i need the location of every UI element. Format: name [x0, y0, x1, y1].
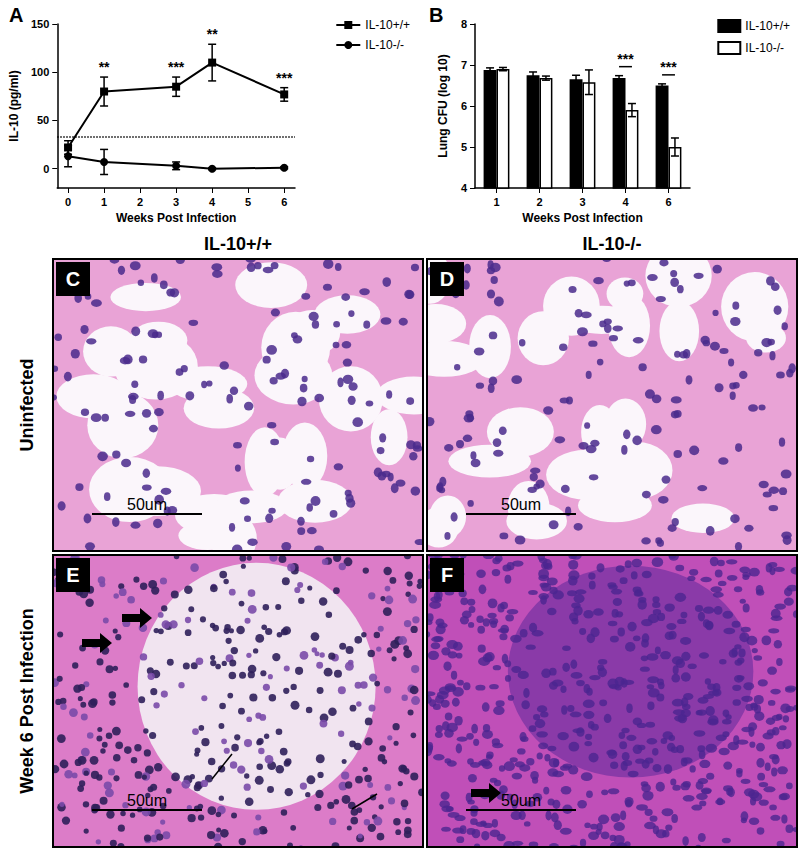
svg-text:Weeks Post Infection: Weeks Post Infection — [116, 211, 236, 225]
svg-text:150: 150 — [31, 18, 49, 30]
svg-text:C: C — [66, 268, 80, 290]
svg-text:IL-10-/-: IL-10-/- — [365, 38, 404, 52]
svg-text:6: 6 — [665, 196, 671, 208]
svg-text:8: 8 — [461, 18, 467, 30]
svg-text:A: A — [9, 4, 23, 26]
svg-text:***: *** — [168, 59, 185, 75]
svg-text:E: E — [66, 564, 79, 586]
svg-text:5: 5 — [245, 196, 251, 208]
svg-text:3: 3 — [173, 196, 179, 208]
svg-text:0: 0 — [43, 163, 49, 175]
svg-text:***: *** — [660, 59, 677, 75]
svg-text:50um: 50um — [127, 496, 167, 513]
svg-text:D: D — [440, 268, 454, 290]
svg-text:5: 5 — [461, 141, 467, 153]
svg-text:4: 4 — [209, 196, 216, 208]
svg-text:2: 2 — [137, 196, 143, 208]
svg-text:IL-10+/+: IL-10+/+ — [365, 18, 410, 32]
svg-text:Lung CFU (log 10): Lung CFU (log 10) — [436, 54, 450, 157]
svg-text:50: 50 — [37, 114, 49, 126]
svg-text:IL-10+/+: IL-10+/+ — [745, 19, 790, 33]
svg-text:1: 1 — [101, 196, 107, 208]
svg-text:4: 4 — [461, 182, 468, 194]
svg-text:F: F — [441, 564, 453, 586]
svg-text:**: ** — [207, 26, 218, 42]
svg-text:50um: 50um — [501, 496, 541, 513]
svg-text:IL-10-/-: IL-10-/- — [745, 41, 784, 55]
svg-text:50um: 50um — [501, 792, 541, 809]
svg-text:Weeks Post Infection: Weeks Post Infection — [522, 211, 642, 225]
svg-text:***: *** — [617, 51, 634, 67]
svg-text:50um: 50um — [127, 792, 167, 809]
svg-text:IL-10+/+: IL-10+/+ — [204, 234, 272, 254]
svg-text:**: ** — [99, 59, 110, 75]
svg-text:0: 0 — [65, 196, 71, 208]
svg-text:IL-10 (pg/ml): IL-10 (pg/ml) — [7, 70, 21, 141]
svg-text:3: 3 — [579, 196, 585, 208]
svg-text:B: B — [429, 4, 443, 26]
svg-text:Uninfected: Uninfected — [17, 358, 37, 451]
svg-text:100: 100 — [31, 66, 49, 78]
svg-text:4: 4 — [622, 196, 629, 208]
svg-text:6: 6 — [281, 196, 287, 208]
svg-text:***: *** — [276, 70, 293, 86]
svg-text:1: 1 — [493, 196, 499, 208]
svg-text:7: 7 — [461, 59, 467, 71]
svg-text:6: 6 — [461, 100, 467, 112]
svg-text:Week 6 Post Infection: Week 6 Post Infection — [17, 608, 37, 794]
svg-text:2: 2 — [536, 196, 542, 208]
svg-text:IL-10-/-: IL-10-/- — [582, 234, 641, 254]
